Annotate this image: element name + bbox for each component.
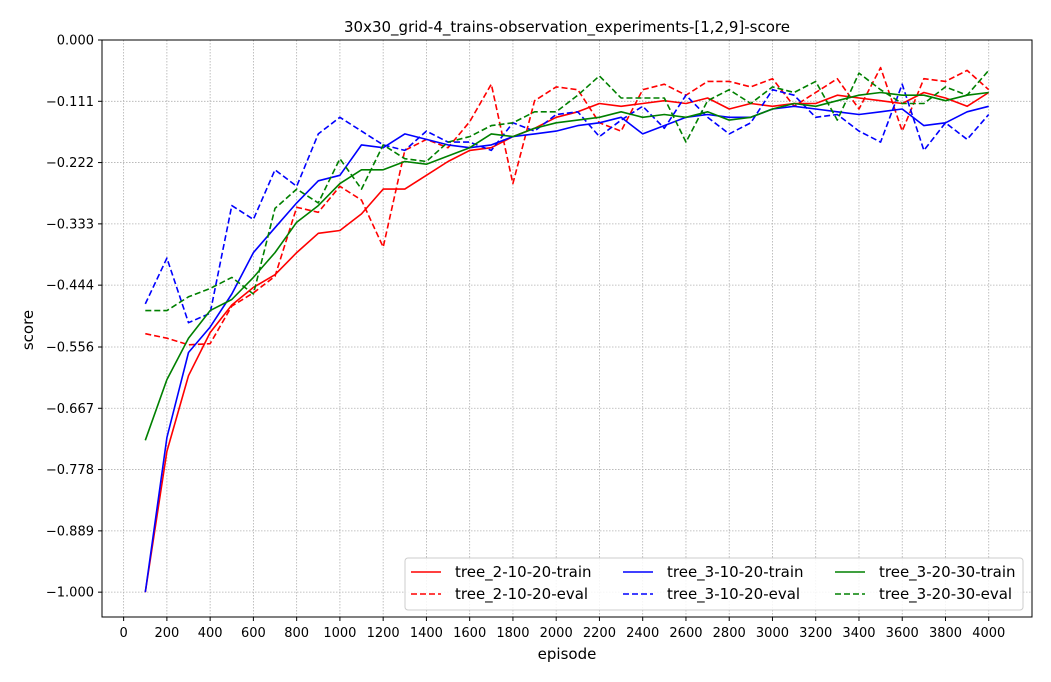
x-tick-label: 600 — [241, 626, 266, 641]
y-tick-label: 0.000 — [57, 34, 94, 49]
y-tick-label: −0.556 — [46, 340, 94, 355]
series-layer — [144, 66, 990, 593]
y-tick-label: −0.889 — [46, 524, 94, 539]
legend-label: tree_3-20-30-train — [879, 563, 1016, 582]
legend-label: tree_3-10-20-eval — [667, 585, 800, 604]
x-tick-label: 1800 — [496, 626, 529, 641]
y-axis-title: score — [19, 310, 37, 350]
x-tick-label: 4000 — [972, 626, 1005, 641]
y-tick-label: −0.778 — [46, 463, 94, 478]
y-tick-label: −0.222 — [46, 156, 94, 171]
y-tick-label: −0.667 — [46, 402, 94, 417]
y-tick-label: −0.333 — [46, 217, 94, 232]
x-tick-label: 2000 — [540, 626, 573, 641]
x-tick-label: 1400 — [410, 626, 443, 641]
series-line-tree_2-10-20-eval — [145, 66, 990, 346]
legend: tree_2-10-20-train tree_3-10-20-train tree… — [404, 557, 1024, 611]
legend-label: tree_3-20-30-eval — [879, 585, 1012, 604]
x-tick-label: 400 — [198, 626, 223, 641]
x-tick-label: 3800 — [929, 626, 962, 641]
x-tick-label: 3600 — [886, 626, 919, 641]
x-tick-label: 3000 — [756, 626, 789, 641]
x-tick-label: 200 — [154, 626, 179, 641]
x-tick-label: 1200 — [367, 626, 400, 641]
x-tick-label: 800 — [284, 626, 309, 641]
tick-layer: 0 200 400 600 800 1000 1200 1400 1600 1800 2000 220… — [46, 34, 1005, 642]
x-tick-label: 3200 — [799, 626, 832, 641]
chart-title: 30x30_grid-4_trains-observation_experime… — [344, 18, 790, 37]
legend-label: tree_3-10-20-train — [667, 563, 804, 582]
x-tick-label: 2200 — [583, 626, 616, 641]
x-tick-label: 1600 — [453, 626, 486, 641]
series-line-tree_3-20-30-eval — [145, 69, 990, 312]
legend-box — [404, 557, 1024, 611]
series-line-tree_3-10-20-eval — [144, 83, 990, 324]
x-tick-label: 2800 — [713, 626, 746, 641]
x-tick-label: 2600 — [669, 626, 702, 641]
plot-frame — [101, 39, 1033, 618]
y-tick-label: −0.111 — [46, 95, 94, 110]
x-axis-title: episode — [538, 645, 597, 663]
x-tick-label: 0 — [119, 626, 127, 641]
legend-label: tree_2-10-20-eval — [455, 585, 588, 604]
legend-label: tree_2-10-20-train — [455, 563, 592, 582]
series-line-tree_3-10-20-train — [144, 105, 989, 593]
x-tick-label: 2400 — [626, 626, 659, 641]
x-tick-label: 1000 — [323, 626, 356, 641]
y-tick-label: −1.000 — [46, 586, 94, 601]
x-tick-label: 3400 — [842, 626, 875, 641]
y-tick-label: −0.444 — [46, 279, 94, 294]
